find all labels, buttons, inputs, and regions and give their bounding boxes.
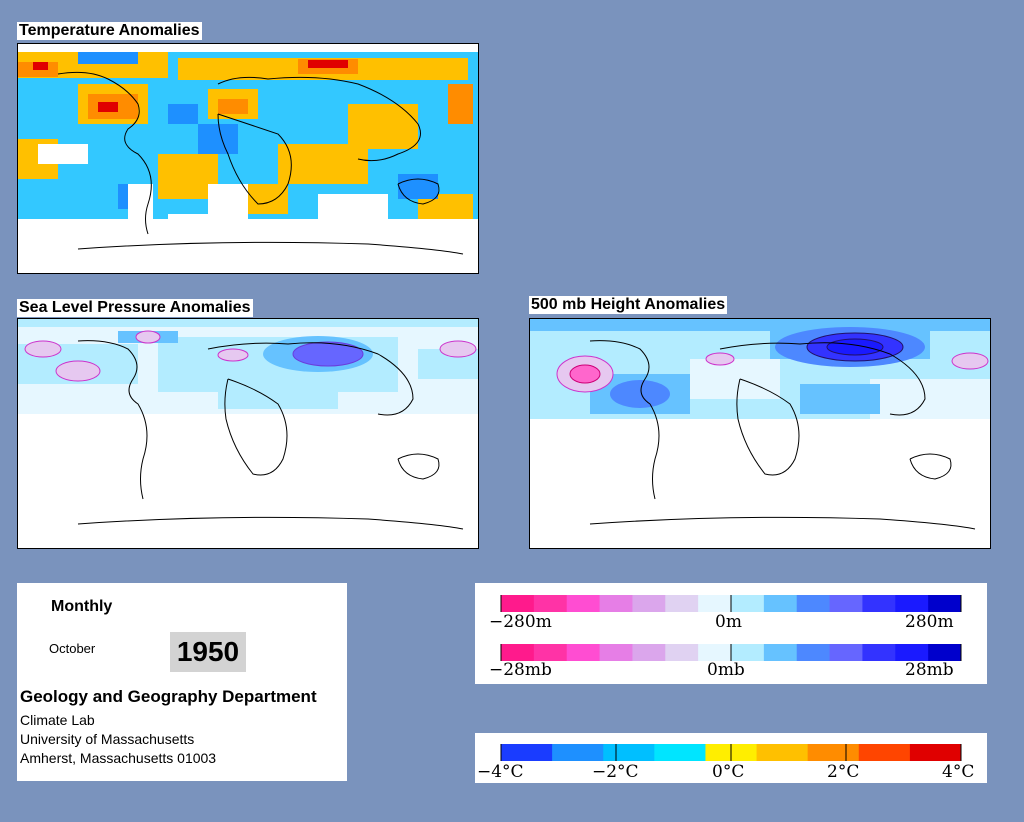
colorbar-segment [763,644,798,661]
colorbar-segment [858,744,911,761]
pressure-title: Sea Level Pressure Anomalies [17,299,253,317]
height-title: 500 mb Height Anomalies [529,296,728,314]
month-label: October [49,641,96,656]
colorbar-segment [807,744,860,761]
height-min-label: −280m [489,612,552,632]
colorbar-segment [796,595,831,612]
pressure-mid-label: 0mb [707,660,745,680]
height-max-label: 280m [905,612,954,632]
colorbar-segment [756,744,809,761]
pressure-max-label: 28mb [905,660,954,680]
height-mid-label: 0m [715,612,742,632]
colorbar-segment [698,595,732,612]
temperature-min-label: −4°C [477,762,524,782]
temperature-mid-label: 0°C [712,762,745,782]
temperature-colorbar [500,744,962,761]
colorbar-segment [566,644,601,661]
colorbar-segment [501,644,535,661]
colorbar-segment [862,644,896,661]
temperature-map [17,43,479,274]
colorbar-segment [829,644,863,661]
colorbar-segment [698,644,732,661]
colorbar-segment [533,595,568,612]
colorbar-segment [632,595,666,612]
colorbar-segment [654,744,706,761]
temperature-max-label: 4°C [942,762,975,782]
colorbar-segment [603,744,655,761]
colorbar-segment [895,595,929,612]
temperature-highmid-label: 2°C [827,762,860,782]
department-label: Geology and Geography Department [20,687,317,706]
info-box: Monthly October 1950 Geology and Geograp… [17,583,347,781]
temperature-legend: −4°C −2°C 0°C 2°C 4°C [475,733,987,783]
colorbar-segment [552,744,604,761]
colorbar-segment [731,644,765,661]
colorbar-segment [895,644,929,661]
anomaly-legend: −280m 0m 280m −28mb 0mb 28mb [475,583,987,684]
pressure-min-label: −28mb [489,660,552,680]
colorbar-segment [928,595,962,612]
height-colorbar [500,595,962,612]
colorbar-segment [599,644,633,661]
colorbar-segment [928,644,962,661]
height-map [529,318,991,549]
temperature-title: Temperature Anomalies [17,22,202,40]
colorbar-segment [829,595,863,612]
address-label: Amherst, Massachusetts 01003 [20,750,217,766]
colorbar-segment [665,644,699,661]
colorbar-segment [566,595,601,612]
colorbar-segment [632,644,666,661]
colorbar-segment [909,744,962,761]
colorbar-segment [501,744,553,761]
colorbar-segment [533,644,568,661]
colorbar-segment [796,644,831,661]
colorbar-segment [501,595,535,612]
colorbar-segment [763,595,798,612]
colorbar-segment [665,595,699,612]
university-label: University of Massachusetts [20,731,195,747]
year-label: 1950 [170,632,246,672]
period-label: Monthly [51,598,113,615]
colorbar-segment [862,595,896,612]
colorbar-segment [731,595,765,612]
colorbar-segment [599,595,633,612]
pressure-colorbar [500,644,962,661]
temperature-lowmid-label: −2°C [592,762,639,782]
lab-label: Climate Lab [20,712,95,728]
pressure-map [17,318,479,549]
